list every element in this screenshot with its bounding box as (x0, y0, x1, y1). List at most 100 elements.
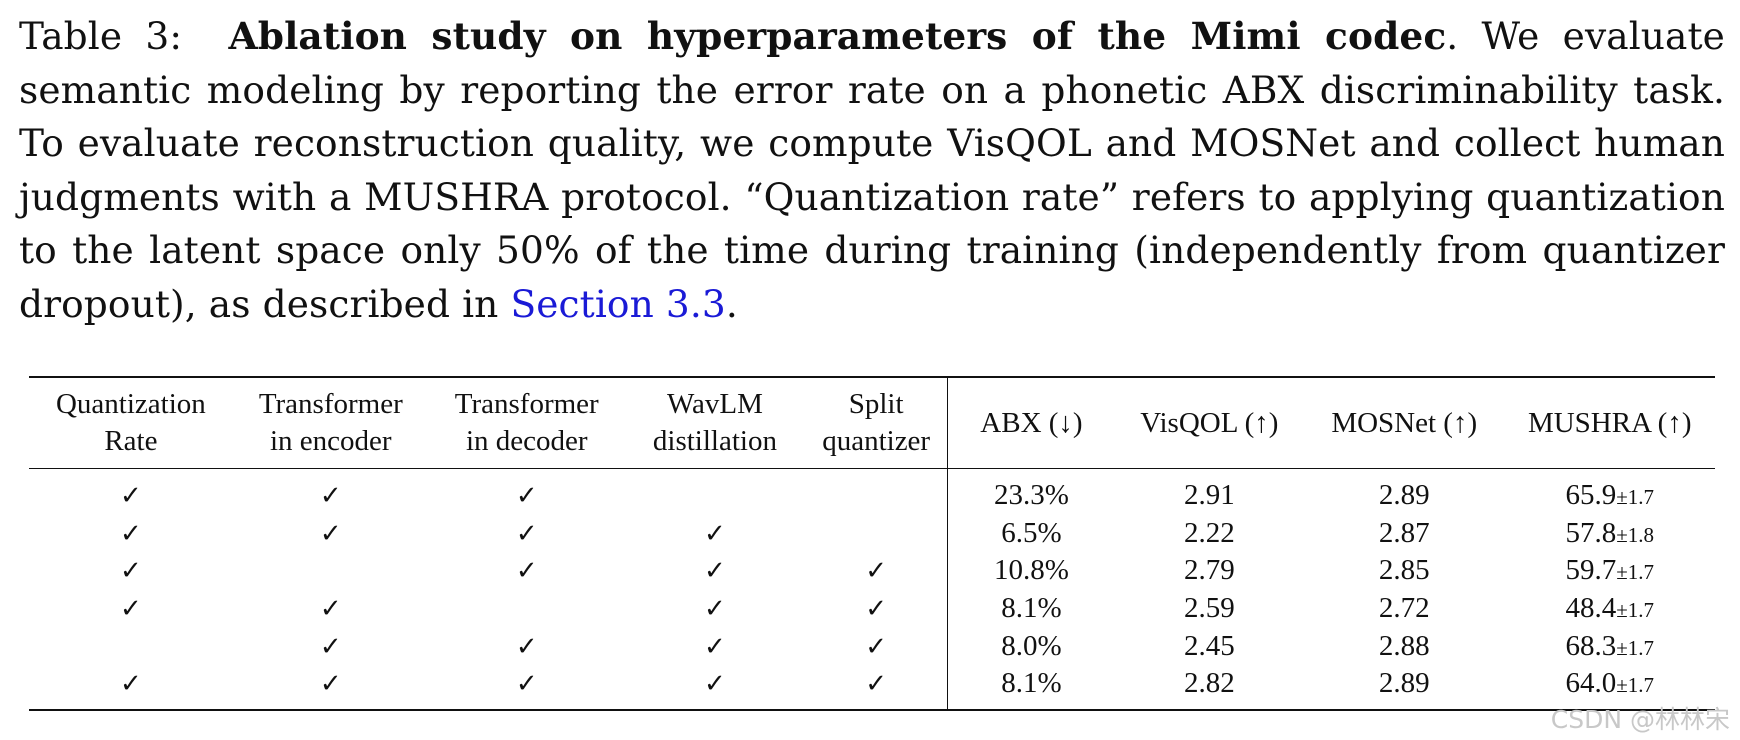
cell-wavlm-distillation: ✓ (625, 590, 805, 628)
ablation-table: Quantization Rate Transformer in encoder T… (29, 376, 1715, 711)
mushra-ci: ±1.7 (1616, 635, 1654, 660)
mushra-value: 48.4 (1565, 592, 1617, 625)
cell-mosnet: 2.89 (1304, 664, 1505, 711)
checkmark-icon: ✓ (319, 594, 342, 625)
section-link[interactable]: Section 3.3 (510, 281, 726, 326)
checkmark-icon: ✓ (119, 594, 142, 625)
caption-end: . (725, 281, 738, 326)
cell-abx: 23.3% (993, 479, 1069, 512)
checkmark-icon: ✓ (865, 556, 888, 587)
cell-split-quantizer (805, 468, 949, 515)
caption-label: Table 3: (19, 14, 183, 58)
checkmark-icon: ✓ (515, 669, 538, 700)
checkmark-icon: ✓ (319, 518, 342, 549)
cell-transformer-decoder: ✓ (429, 627, 625, 665)
cell-mushra: 64.0±1.7 (1504, 664, 1715, 711)
checkmark-icon: ✓ (515, 518, 538, 549)
cell-wavlm-distillation: ✓ (625, 552, 805, 590)
mushra-value: 57.8 (1565, 516, 1617, 549)
table-row: ✓ ✓ ✓ ✓ 8.1% 2.59 2.72 48.4±1.7 (29, 589, 1715, 628)
checkmark-icon: ✓ (704, 594, 726, 625)
cell-split-quantizer (805, 514, 949, 553)
cell-transformer-encoder (233, 552, 429, 590)
table-row: ✓ ✓ ✓ ✓ ✓ 8.1% 2.82 2.89 64.0±1.7 (29, 664, 1715, 711)
header-quantization-rate: Quantization Rate (29, 376, 233, 469)
watermark: CSDN @林林宋 (1550, 705, 1730, 734)
cell-quantization-rate: ✓ (29, 590, 233, 628)
ablation-table-container: Quantization Rate Transformer in encoder T… (29, 376, 1715, 711)
checkmark-icon: ✓ (119, 481, 142, 512)
caption-title: Ablation study on hyperparameters of the… (228, 14, 1447, 58)
checkmark-icon: ✓ (704, 631, 726, 662)
cell-transformer-encoder: ✓ (232, 664, 429, 711)
cell-split-quantizer: ✓ (805, 664, 949, 711)
cell-transformer-encoder: ✓ (233, 469, 429, 515)
cell-quantization-rate: ✓ (29, 664, 233, 711)
checkmark-icon: ✓ (319, 669, 342, 700)
cell-visqol: 2.79 (1183, 554, 1235, 587)
cell-wavlm-distillation: ✓ (624, 664, 806, 711)
cell-quantization-rate: ✓ (29, 552, 233, 590)
table-row: ✓ ✓ ✓ ✓ 10.8% 2.79 2.85 59.7±1.7 (29, 552, 1715, 590)
cell-visqol: 2.91 (1183, 479, 1235, 512)
checkmark-icon: ✓ (319, 481, 342, 512)
mushra-value: 59.7 (1565, 554, 1617, 587)
checkmark-icon: ✓ (119, 518, 142, 549)
cell-wavlm-distillation (625, 469, 805, 515)
cell-transformer-decoder: ✓ (429, 552, 625, 590)
header-row: Quantization Rate Transformer in encoder T… (29, 376, 1715, 469)
checkmark-icon: ✓ (704, 518, 726, 549)
cell-split-quantizer: ✓ (805, 589, 949, 628)
cell-split-quantizer: ✓ (805, 627, 949, 665)
cell-wavlm-distillation: ✓ (625, 627, 805, 665)
mushra-ci: ±1.7 (1616, 485, 1654, 510)
cell-visqol: 2.59 (1183, 592, 1235, 625)
checkmark-icon: ✓ (319, 631, 342, 662)
cell-quantization-rate: ✓ (29, 515, 233, 553)
header-mushra: MUSHRA (↑) (1504, 376, 1715, 469)
mushra-value: 68.3 (1565, 629, 1617, 662)
mushra-ci: ±1.7 (1616, 560, 1654, 585)
checkmark-icon: ✓ (119, 669, 142, 700)
checkmark-icon: ✓ (704, 556, 726, 587)
cell-split-quantizer: ✓ (805, 552, 949, 590)
cell-mushra: 57.8±1.8 (1504, 515, 1715, 553)
checkmark-icon: ✓ (515, 481, 538, 512)
mushra-ci: ±1.7 (1616, 673, 1654, 698)
checkmark-icon: ✓ (704, 669, 726, 700)
cell-mosnet: 2.85 (1378, 554, 1430, 587)
cell-mushra: 48.4±1.7 (1504, 590, 1715, 628)
cell-visqol: 2.82 (1114, 664, 1305, 711)
cell-transformer-decoder (429, 590, 625, 628)
mushra-ci: ±1.7 (1616, 598, 1654, 623)
cell-mosnet: 2.87 (1378, 516, 1430, 549)
cell-transformer-encoder: ✓ (233, 627, 429, 665)
cell-abx: 8.0% (1001, 629, 1062, 662)
caption-body: . We evaluate semantic modeling by repor… (19, 14, 1725, 326)
cell-mosnet: 2.72 (1378, 592, 1430, 625)
mushra-value: 65.9 (1565, 479, 1617, 512)
header-mosnet: MOSNet (↑) (1304, 376, 1505, 469)
cell-transformer-encoder: ✓ (233, 590, 429, 628)
checkmark-icon: ✓ (515, 556, 538, 587)
header-transformer-decoder: Transformer in decoder (428, 376, 625, 469)
header-split-quantizer: Split quantizer (805, 376, 949, 469)
checkmark-icon: ✓ (119, 556, 142, 587)
cell-quantization-rate: ✓ (29, 469, 233, 515)
mushra-ci: ±1.8 (1616, 522, 1654, 547)
cell-mushra: 59.7±1.7 (1504, 552, 1715, 590)
header-transformer-encoder: Transformer in encoder (232, 376, 429, 469)
cell-visqol: 2.22 (1183, 516, 1235, 549)
cell-abx: 6.5% (1001, 516, 1062, 549)
cell-transformer-encoder: ✓ (233, 515, 429, 553)
cell-visqol: 2.45 (1183, 629, 1235, 662)
cell-transformer-decoder: ✓ (429, 469, 625, 515)
table-row: ✓ ✓ ✓ ✓ 8.0% 2.45 2.88 68.3±1.7 (29, 627, 1715, 665)
cell-quantization-rate (29, 627, 233, 665)
table-body: ✓ ✓ ✓ 23.3% 2.91 2.89 65.9±1.7 ✓ ✓ ✓ ✓ 6.5% 2.22 2.87… (29, 468, 1715, 711)
cell-transformer-decoder: ✓ (428, 664, 625, 711)
checkmark-icon: ✓ (865, 631, 888, 662)
table-row: ✓ ✓ ✓ 23.3% 2.91 2.89 65.9±1.7 (29, 468, 1715, 515)
cell-abx: 10.8% (993, 554, 1069, 587)
header-abx: ABX (↓) (947, 376, 1115, 469)
